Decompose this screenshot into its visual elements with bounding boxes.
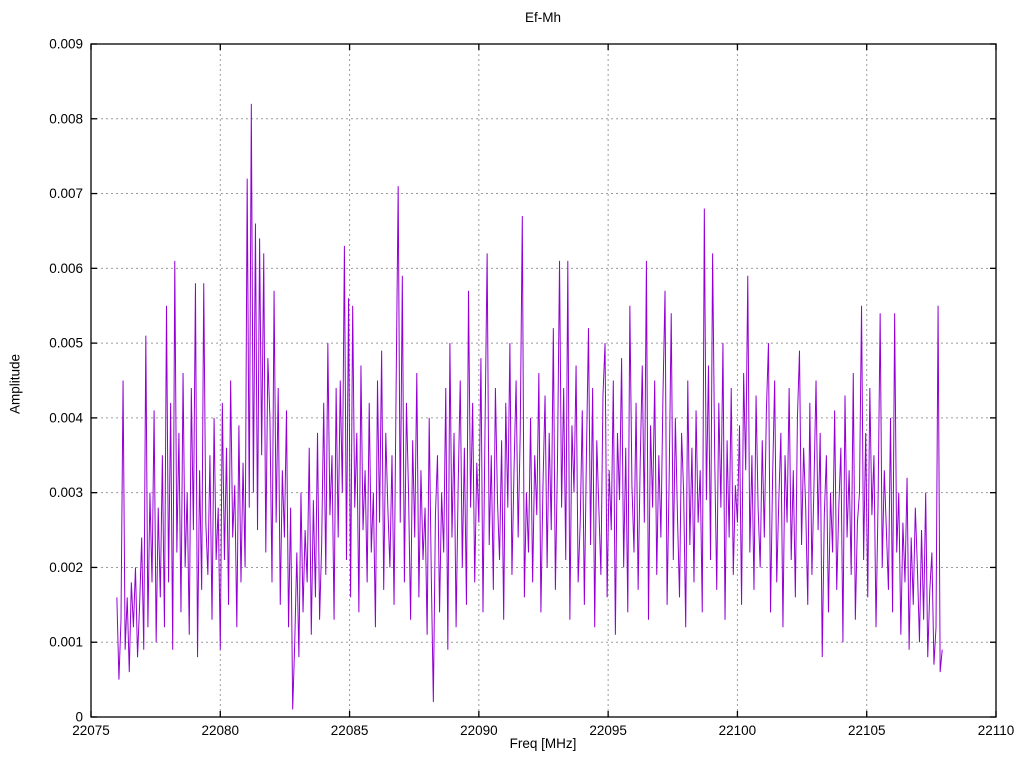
y-axis-label: Amplitude (7, 353, 23, 415)
plot-border (90, 43, 997, 718)
y-tick-label: 0.006 (49, 261, 83, 276)
y-tick-label: 0.001 (49, 635, 83, 650)
x-tick-label: 22105 (848, 723, 886, 738)
x-tick-label: 22080 (202, 723, 240, 738)
y-tick-label: 0.002 (49, 560, 83, 575)
data-series-line (116, 103, 943, 710)
y-tick-label: 0.004 (49, 410, 83, 425)
y-tick-label: 0.008 (49, 111, 83, 126)
x-tick-label: 22085 (331, 723, 369, 738)
x-tick-label: 22075 (72, 723, 110, 738)
chart-title: Ef-Mh (524, 10, 562, 25)
x-tick-label: 22090 (460, 723, 498, 738)
x-tick-label: 22100 (719, 723, 757, 738)
y-tick-label: 0.003 (49, 485, 83, 500)
x-tick-label: 22110 (978, 723, 1015, 738)
y-tick-label: 0.005 (49, 336, 83, 351)
x-tick-label: 22095 (589, 723, 627, 738)
y-tick-label: 0.007 (49, 186, 83, 201)
y-tick-label: 0 (75, 710, 83, 725)
x-axis-label: Freq [MHz] (509, 736, 577, 751)
y-tick-label: 0.009 (49, 37, 83, 52)
